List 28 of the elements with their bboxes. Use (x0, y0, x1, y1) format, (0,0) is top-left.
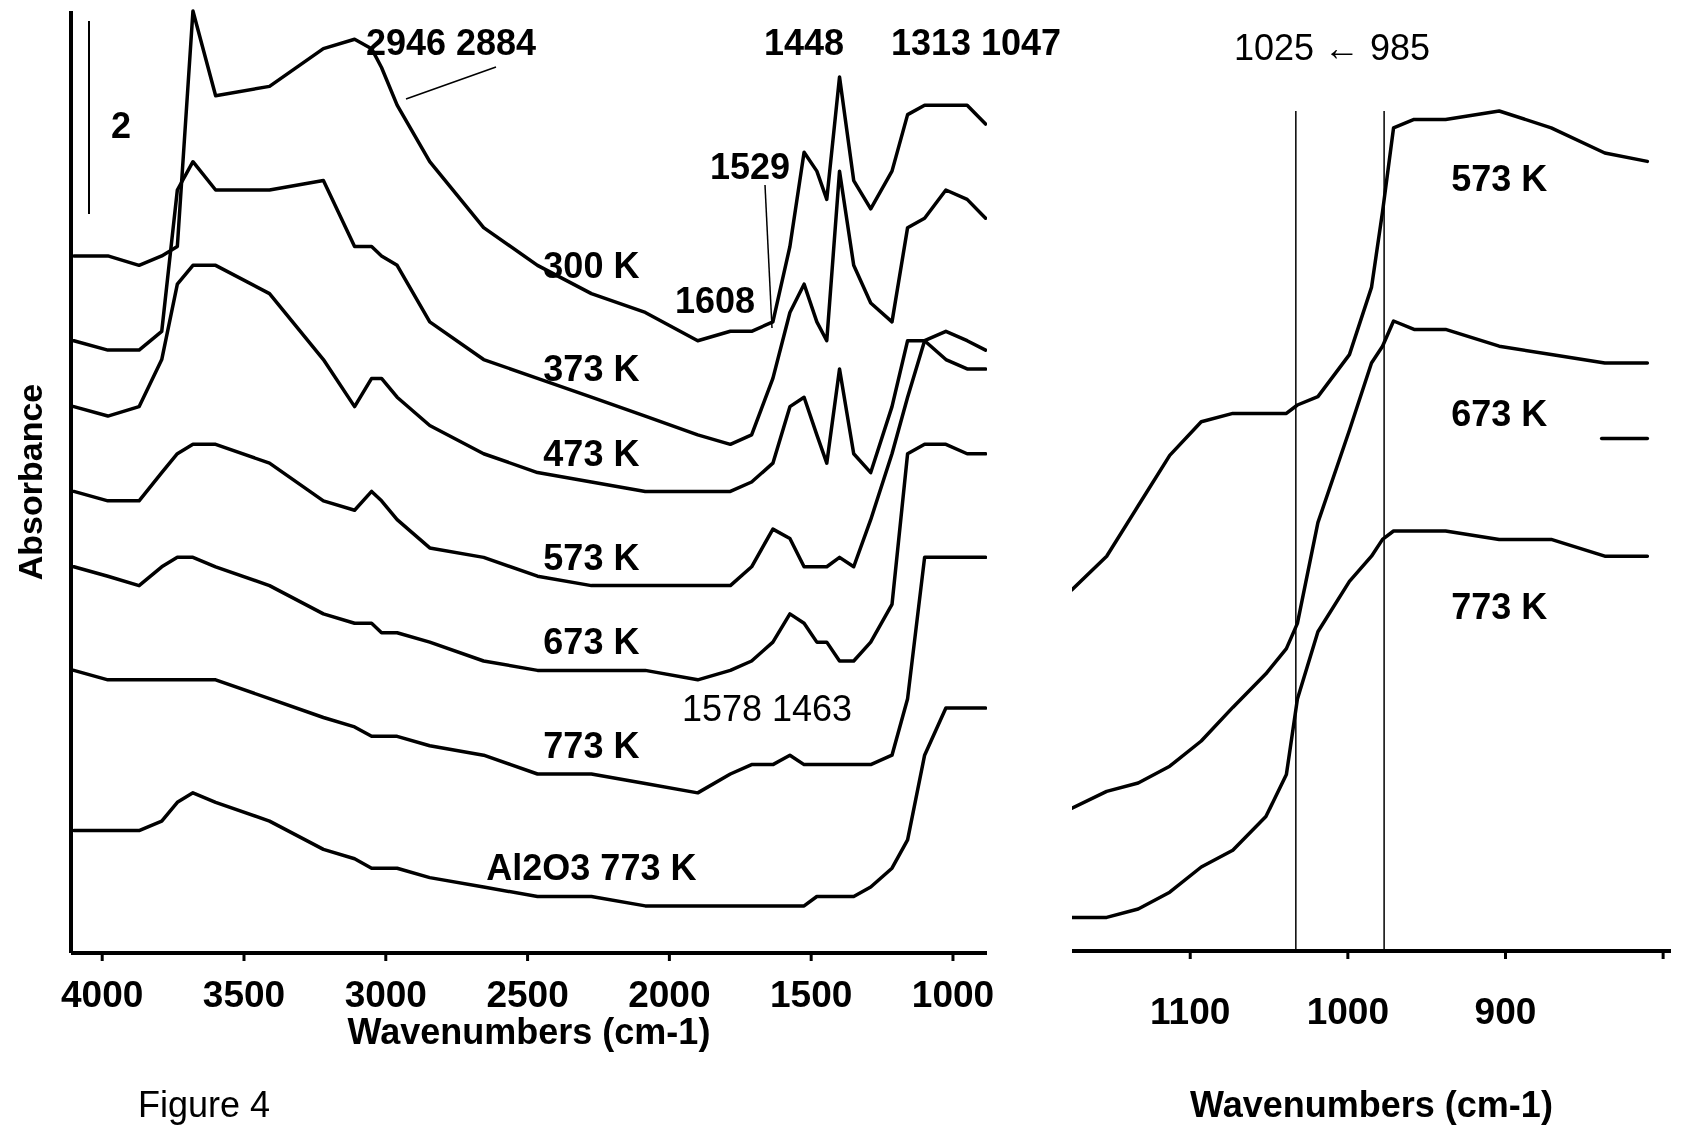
series-label: 573 K (543, 536, 640, 578)
series-label: 473 K (543, 433, 640, 474)
x-axis-title: Wavenumbers (cm-1) (1190, 1084, 1553, 1125)
annotation: 1529 (709, 146, 791, 188)
annotation: 2946 2884 (365, 22, 537, 64)
series-label: 300 K (543, 244, 640, 286)
series-label: 673 K (543, 621, 640, 663)
annotation: 1608 (674, 280, 756, 322)
caption: Figure 4 (137, 1084, 271, 1126)
x-tick-label: 1500 (770, 974, 853, 1016)
x-tick-label: 4000 (61, 974, 144, 1016)
series-label: 373 K (543, 348, 640, 390)
annotation: 2 (110, 105, 132, 147)
series-label: 573 K (1451, 158, 1548, 199)
x-tick-label: 1100 (1150, 991, 1231, 1033)
annotation: 1578 1463 (681, 688, 853, 730)
y-axis-title: Absorbance (11, 383, 49, 581)
annotation: 1448 (763, 22, 845, 64)
series-label: Al2O3 773 K (486, 847, 697, 889)
annotation: 1313 1047 (890, 22, 1062, 64)
series-label: 773 K (543, 725, 640, 767)
text: 1025 ← 985 (1233, 27, 1431, 69)
x-tick-label: 900 (1474, 991, 1537, 1033)
x-tick-label: 3500 (202, 974, 286, 1016)
series-label: 673 K (1451, 393, 1548, 435)
x-tick-label: 1000 (1306, 991, 1390, 1033)
x-tick-label: 1000 (911, 974, 995, 1016)
series-label: 773 K (1451, 586, 1548, 628)
